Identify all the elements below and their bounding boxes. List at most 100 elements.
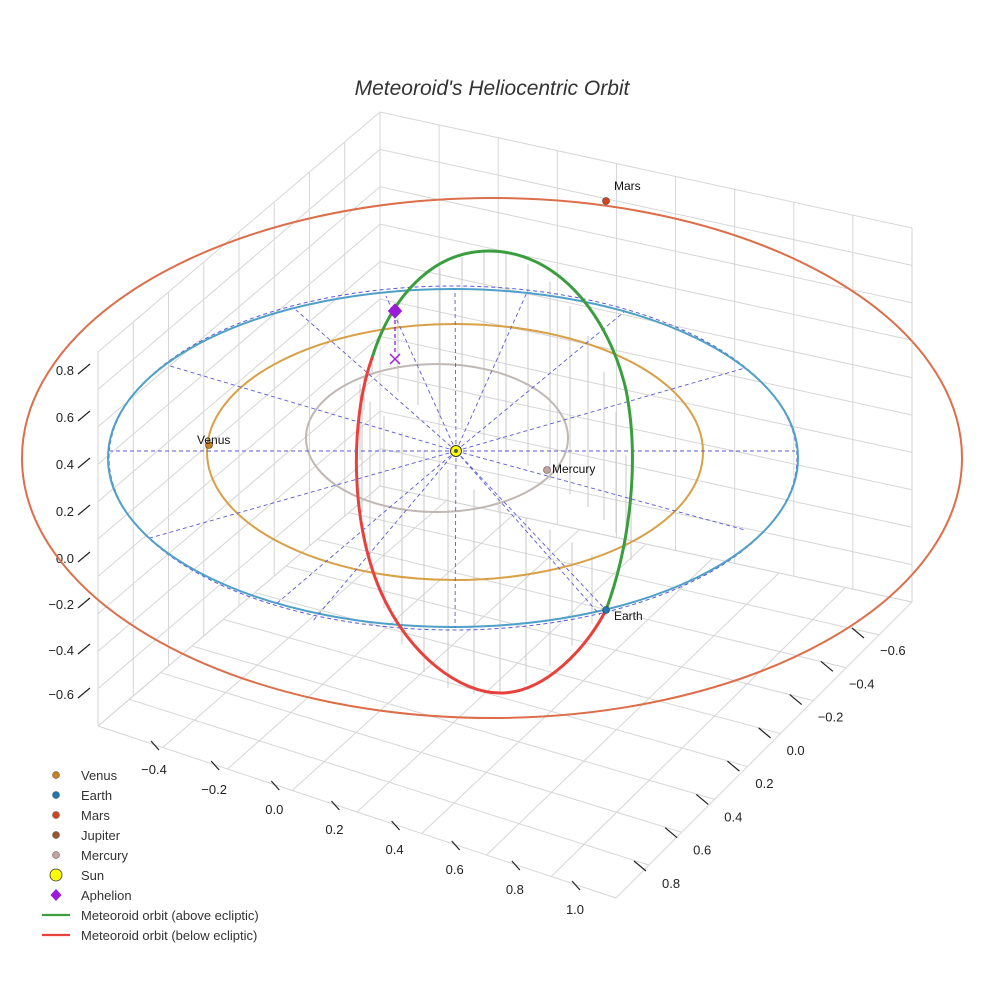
venus-marker (205, 441, 213, 449)
y-tick-label: −0.4 (849, 676, 875, 691)
radial-line (455, 450, 746, 531)
z-tick (77, 687, 91, 699)
z-tick (77, 410, 91, 422)
legend: Venus Earth Mars Jupiter Mercury Sun Aphelion M… (42, 768, 259, 943)
x-tick-label: 0.2 (325, 822, 343, 837)
grid-line (379, 223, 913, 341)
grid-line (379, 485, 913, 603)
y-tick (727, 760, 740, 772)
x-tick-label: −0.4 (141, 762, 167, 777)
y-tick (851, 627, 865, 639)
mars-orbit (21, 197, 963, 719)
grid-line (162, 500, 447, 748)
radial-line (275, 450, 457, 605)
radial-line (169, 365, 457, 452)
z-tick-label: 0.8 (56, 363, 74, 378)
aphelion-marker (387, 303, 403, 319)
radial-line (311, 450, 457, 623)
grid-line (356, 543, 647, 813)
radial-line (455, 311, 625, 452)
x-tick-label: 1.0 (566, 902, 584, 917)
x-tick (150, 740, 160, 751)
chart-title: Meteoroid's Heliocentric Orbit (355, 77, 631, 100)
z-tick (77, 551, 91, 563)
x-tick-label: −0.2 (201, 782, 227, 797)
y-tick (789, 694, 803, 706)
mercury-marker (543, 466, 551, 474)
legend-marker (52, 851, 60, 859)
radial-line (455, 450, 601, 616)
y-tick (633, 860, 647, 872)
markers: Venus Earth Mars Mercury (197, 179, 643, 623)
x-tick (391, 820, 401, 831)
z-tick (77, 597, 91, 609)
x-tick-label: 0.6 (446, 862, 464, 877)
grid-line (97, 485, 381, 727)
y-tick-label: 0.8 (662, 876, 680, 891)
x-tick (451, 840, 461, 851)
y-tick (664, 827, 678, 839)
y-tick-label: 0.6 (693, 843, 711, 858)
x-tick (270, 780, 280, 791)
y-tick (820, 660, 834, 672)
earth-label: Earth (614, 609, 643, 623)
meteoroid-orbit-above (370, 249, 634, 612)
orbits (21, 197, 963, 719)
axis-ticks: 0.8 0.6 0.4 0.2 0.0 −0.2 −0.4 −0.6 −0.4 −0.2 0.0 0.… (48, 363, 905, 917)
grid-line (379, 186, 913, 304)
grid-line (379, 410, 913, 528)
earth-marker (602, 606, 610, 614)
grid-line (97, 725, 617, 899)
y-tick-label: −0.2 (818, 710, 844, 725)
y-tick (758, 727, 771, 739)
x-tick-label: 0.0 (265, 802, 283, 817)
radial-line (455, 450, 605, 609)
grid-line (379, 335, 913, 453)
legend-label: Sun (81, 868, 104, 883)
drop-lines (359, 251, 632, 694)
x-tick (511, 860, 521, 871)
grid-line (379, 111, 913, 229)
grid-line (379, 298, 913, 416)
radial-line (454, 288, 457, 452)
z-tick (77, 457, 91, 469)
grid-panes (97, 111, 913, 899)
grid-line (227, 514, 514, 770)
grid-line (615, 601, 913, 899)
radial-line (454, 450, 457, 629)
grid-line (550, 587, 846, 877)
x-tick (571, 880, 581, 891)
radial-line (149, 450, 457, 539)
meteoroid-orbit-below (354, 356, 608, 695)
y-tick (695, 793, 709, 805)
legend-label: Meteoroid orbit (below ecliptic) (81, 928, 257, 943)
legend-label: Meteoroid orbit (above ecliptic) (81, 908, 259, 923)
venus-label: Venus (197, 433, 230, 447)
aphelion-projection-marker (389, 353, 401, 365)
legend-label: Aphelion (81, 888, 132, 903)
mercury-orbit (305, 363, 569, 513)
radial-line (455, 289, 529, 452)
legend-marker (49, 868, 63, 882)
z-tick-label: 0.6 (56, 410, 74, 425)
grid-line (379, 373, 913, 491)
sun-core (454, 449, 458, 453)
z-tick (77, 363, 91, 375)
y-tick-label: 0.4 (724, 809, 742, 824)
legend-marker (52, 771, 60, 779)
earth-orbit (107, 288, 799, 628)
legend-label: Jupiter (81, 828, 121, 843)
grid-line (191, 645, 715, 800)
x-tick-label: 0.8 (506, 882, 524, 897)
grid-line (379, 148, 913, 266)
grid-line (291, 529, 580, 791)
legend-label: Mars (81, 808, 110, 823)
grid-line (129, 698, 650, 866)
legend-marker (50, 889, 62, 901)
grid-line (160, 672, 682, 833)
y-tick-label: 0.2 (755, 776, 773, 791)
y-tick-label: 0.0 (787, 743, 805, 758)
x-tick-label: 0.4 (386, 842, 404, 857)
grid-line (379, 448, 913, 566)
z-tick-label: 0.2 (56, 504, 74, 519)
